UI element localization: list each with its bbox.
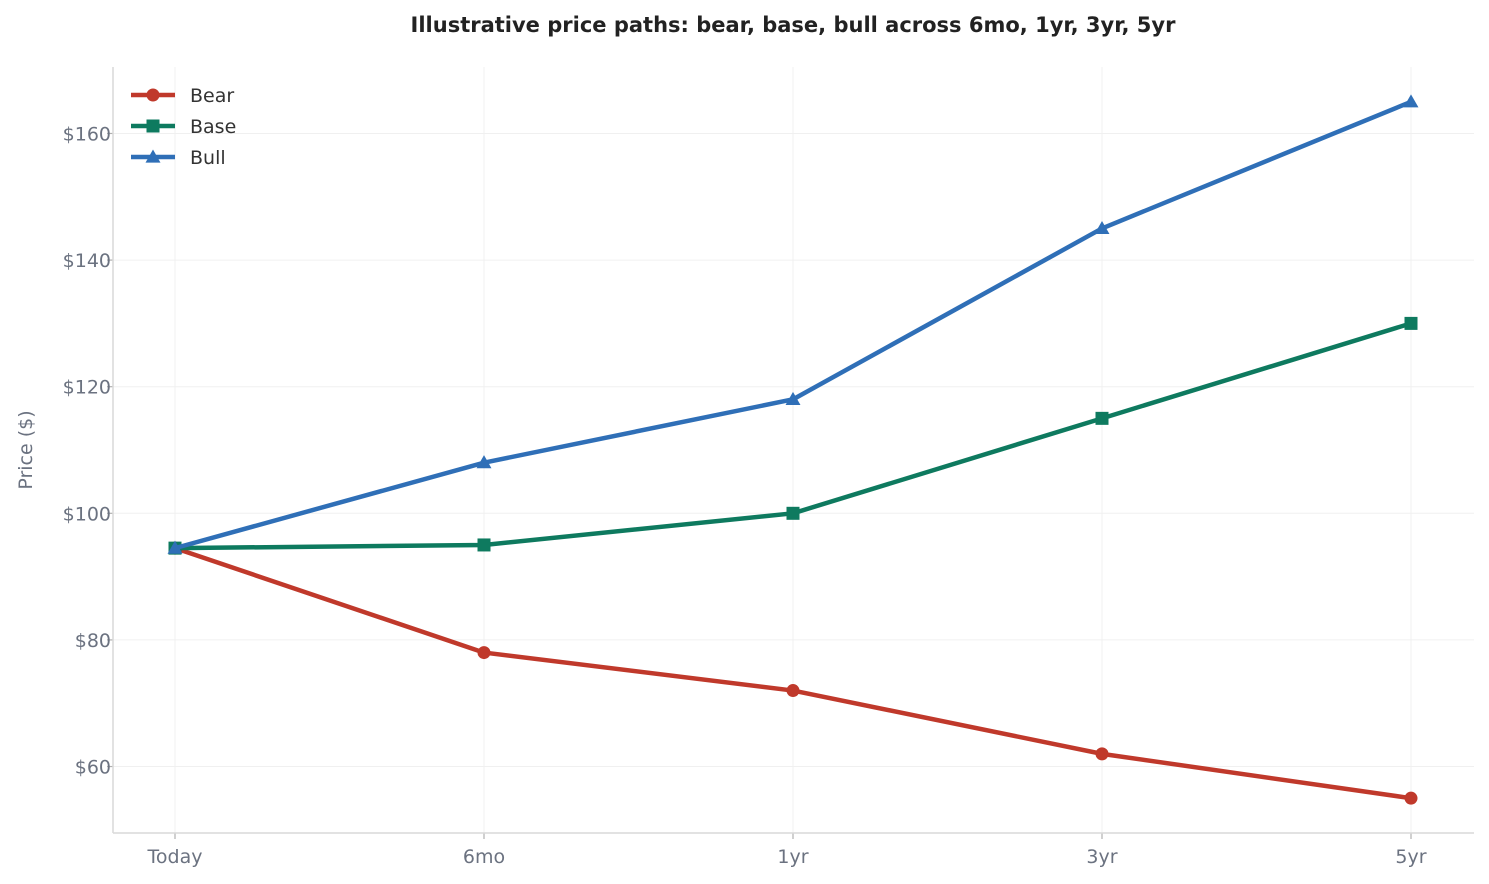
data-point-bull xyxy=(476,455,492,469)
axes: $60 $80 $100 $120 $140 $160 Today 6mo 1yr 3yr 5yr xyxy=(63,67,1474,868)
y-tick-label: $60 xyxy=(75,757,111,779)
data-point-base xyxy=(1095,411,1109,425)
legend-item-bull: Bull xyxy=(131,147,226,169)
legend-marker-base xyxy=(146,119,160,133)
chart-title: Illustrative price paths: bear, base, bu… xyxy=(411,13,1177,37)
x-tick-label: 3yr xyxy=(1086,846,1117,868)
data-point-bear xyxy=(1095,747,1109,761)
y-axis-label: Price ($) xyxy=(15,410,37,489)
y-tick-label: $80 xyxy=(75,630,111,652)
y-tick-label: $160 xyxy=(63,123,111,145)
x-tick-label: Today xyxy=(147,846,203,868)
series-base xyxy=(168,316,1418,555)
y-tick-label: $140 xyxy=(63,250,111,272)
y-tick-label: $100 xyxy=(63,503,111,525)
legend-item-base: Base xyxy=(131,116,236,138)
data-point-bear xyxy=(1404,791,1418,805)
series-lines xyxy=(167,94,1419,805)
legend-marker-bear xyxy=(146,88,160,102)
legend: Bear Base Bull xyxy=(131,85,236,169)
data-point-bear xyxy=(786,684,800,698)
legend-label-bull: Bull xyxy=(190,147,226,169)
series-bull xyxy=(167,94,1419,554)
data-point-base xyxy=(1404,316,1418,330)
grid xyxy=(113,67,1474,833)
data-point-bear xyxy=(477,646,491,660)
x-tick-label: 5yr xyxy=(1395,846,1426,868)
legend-marker-bull xyxy=(145,149,161,163)
x-tick-label: 1yr xyxy=(777,846,808,868)
legend-label-bear: Bear xyxy=(190,85,234,107)
data-point-base xyxy=(477,538,491,552)
x-tick-label: 6mo xyxy=(463,846,505,868)
data-point-bull xyxy=(1403,94,1419,108)
y-tick-label: $120 xyxy=(63,377,111,399)
legend-item-bear: Bear xyxy=(131,85,234,107)
data-point-base xyxy=(786,506,800,520)
data-point-bull xyxy=(785,391,801,405)
legend-label-base: Base xyxy=(190,116,236,138)
data-point-bull xyxy=(1094,220,1110,235)
data-point-bull xyxy=(167,540,183,554)
